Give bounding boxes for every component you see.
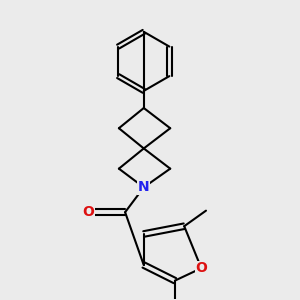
- Text: N: N: [138, 180, 150, 194]
- Text: O: O: [195, 261, 207, 275]
- Text: O: O: [82, 205, 94, 219]
